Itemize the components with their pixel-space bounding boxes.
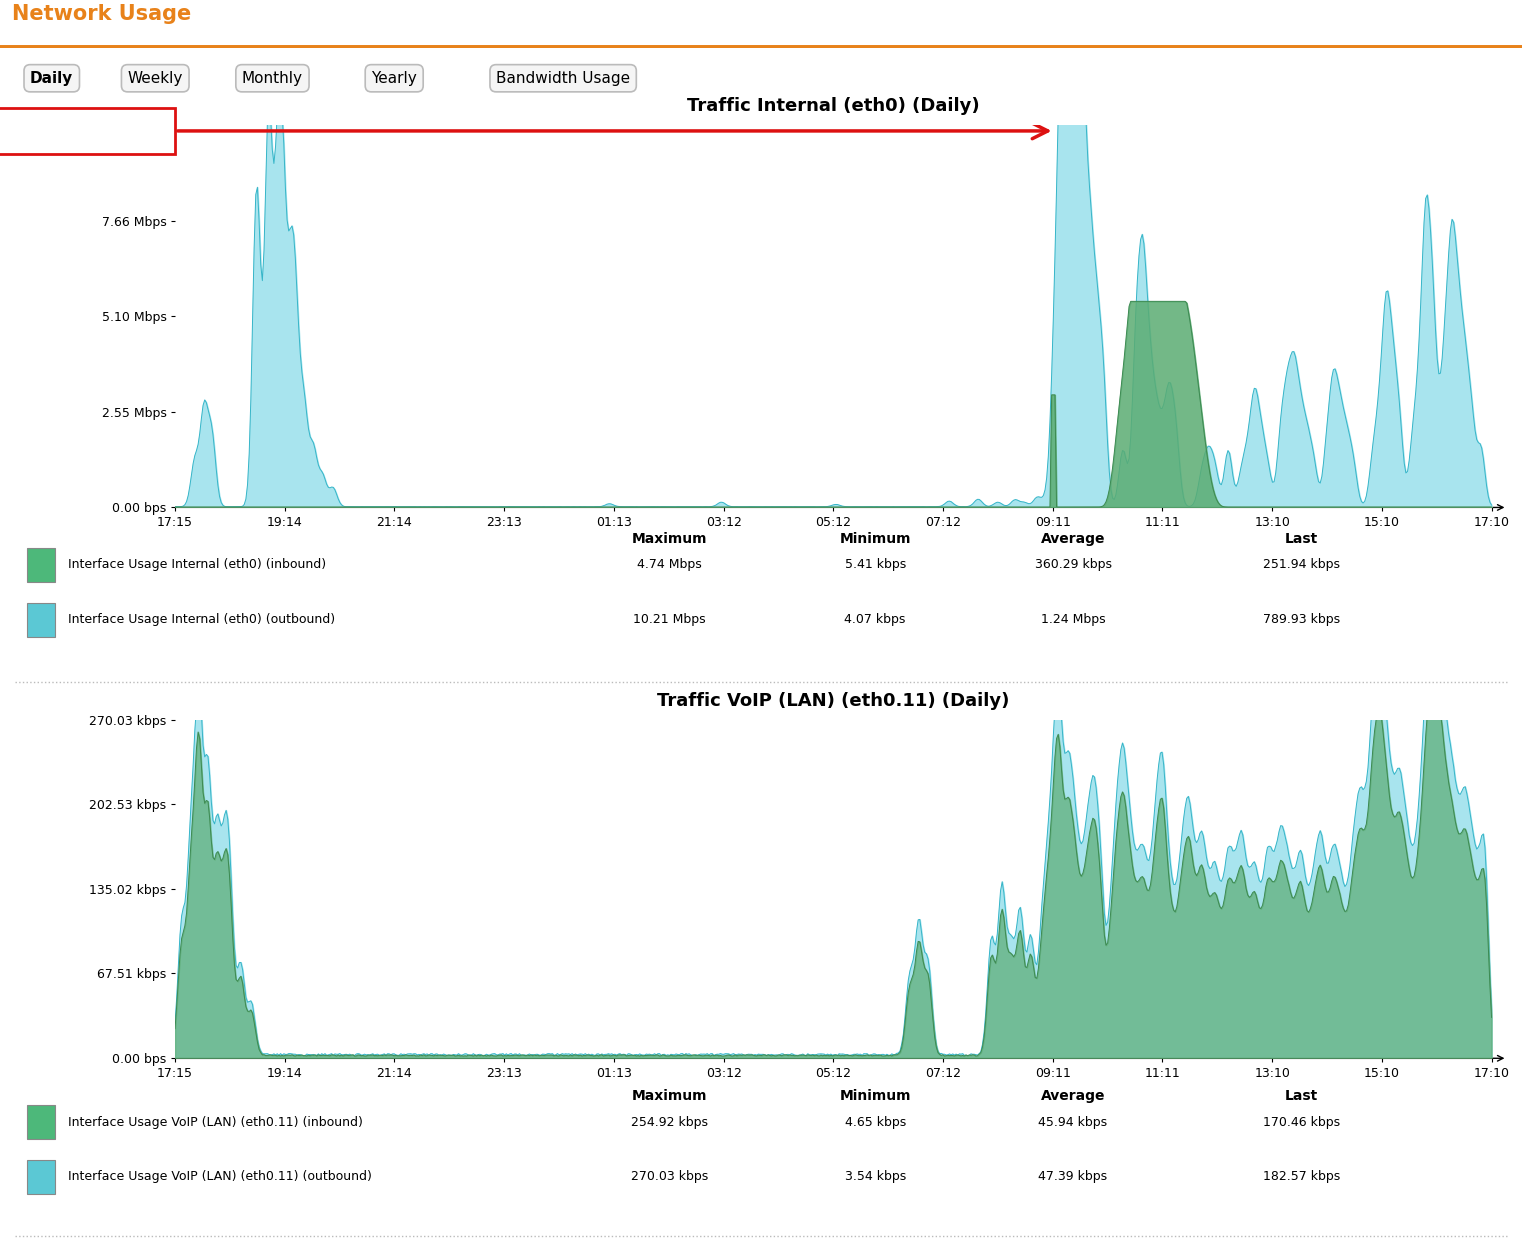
Text: 10.21 Mbps: 10.21 Mbps bbox=[633, 613, 706, 626]
Text: Interface Usage Internal (eth0) (inbound): Interface Usage Internal (eth0) (inbound… bbox=[68, 558, 327, 571]
Bar bbox=[27, 1159, 55, 1194]
Text: 270.03 kbps: 270.03 kbps bbox=[632, 1171, 708, 1183]
Text: 4.65 kbps: 4.65 kbps bbox=[845, 1116, 906, 1128]
Bar bbox=[27, 1104, 55, 1139]
Text: Last: Last bbox=[1285, 532, 1318, 546]
Text: Yearly: Yearly bbox=[371, 71, 417, 85]
Text: Daily: Daily bbox=[30, 71, 73, 85]
FancyBboxPatch shape bbox=[0, 108, 175, 154]
Title: Traffic Internal (eth0) (Daily): Traffic Internal (eth0) (Daily) bbox=[686, 98, 980, 115]
Text: 789.93 kbps: 789.93 kbps bbox=[1263, 613, 1339, 626]
Text: Interface Usage VoIP (LAN) (eth0.11) (outbound): Interface Usage VoIP (LAN) (eth0.11) (ou… bbox=[68, 1171, 373, 1183]
Text: 251.94 kbps: 251.94 kbps bbox=[1263, 558, 1339, 571]
Text: 4.07 kbps: 4.07 kbps bbox=[845, 613, 906, 626]
Text: Maximum: Maximum bbox=[632, 532, 708, 546]
Text: Weekly: Weekly bbox=[128, 71, 183, 85]
Text: 45.94 kbps: 45.94 kbps bbox=[1038, 1116, 1108, 1128]
Bar bbox=[27, 602, 55, 637]
FancyArrowPatch shape bbox=[178, 123, 1047, 139]
Title: Traffic VoIP (LAN) (eth0.11) (Daily): Traffic VoIP (LAN) (eth0.11) (Daily) bbox=[658, 692, 1009, 710]
Text: 360.29 kbps: 360.29 kbps bbox=[1035, 558, 1111, 571]
Text: 1.24 Mbps: 1.24 Mbps bbox=[1041, 613, 1105, 626]
Text: Last: Last bbox=[1285, 1089, 1318, 1103]
Bar bbox=[27, 548, 55, 582]
Text: 182.57 kbps: 182.57 kbps bbox=[1263, 1171, 1339, 1183]
Text: Average: Average bbox=[1041, 1089, 1105, 1103]
Text: 4.74 Mbps: 4.74 Mbps bbox=[638, 558, 702, 571]
Text: 5.41 kbps: 5.41 kbps bbox=[845, 558, 906, 571]
Text: 170.46 kbps: 170.46 kbps bbox=[1263, 1116, 1339, 1128]
Text: 3.54 kbps: 3.54 kbps bbox=[845, 1171, 906, 1183]
Text: Monthly: Monthly bbox=[242, 71, 303, 85]
Text: Bandwidth Usage: Bandwidth Usage bbox=[496, 71, 630, 85]
Text: Minimum: Minimum bbox=[840, 1089, 910, 1103]
Text: Average: Average bbox=[1041, 532, 1105, 546]
Text: 47.39 kbps: 47.39 kbps bbox=[1038, 1171, 1108, 1183]
Text: Maximum: Maximum bbox=[632, 1089, 708, 1103]
Text: Interface Usage Internal (eth0) (outbound): Interface Usage Internal (eth0) (outboun… bbox=[68, 613, 336, 626]
Text: Minimum: Minimum bbox=[840, 532, 910, 546]
Text: 254.92 kbps: 254.92 kbps bbox=[632, 1116, 708, 1128]
Text: Network Usage: Network Usage bbox=[12, 4, 192, 24]
Text: Interface Usage VoIP (LAN) (eth0.11) (inbound): Interface Usage VoIP (LAN) (eth0.11) (in… bbox=[68, 1116, 364, 1128]
